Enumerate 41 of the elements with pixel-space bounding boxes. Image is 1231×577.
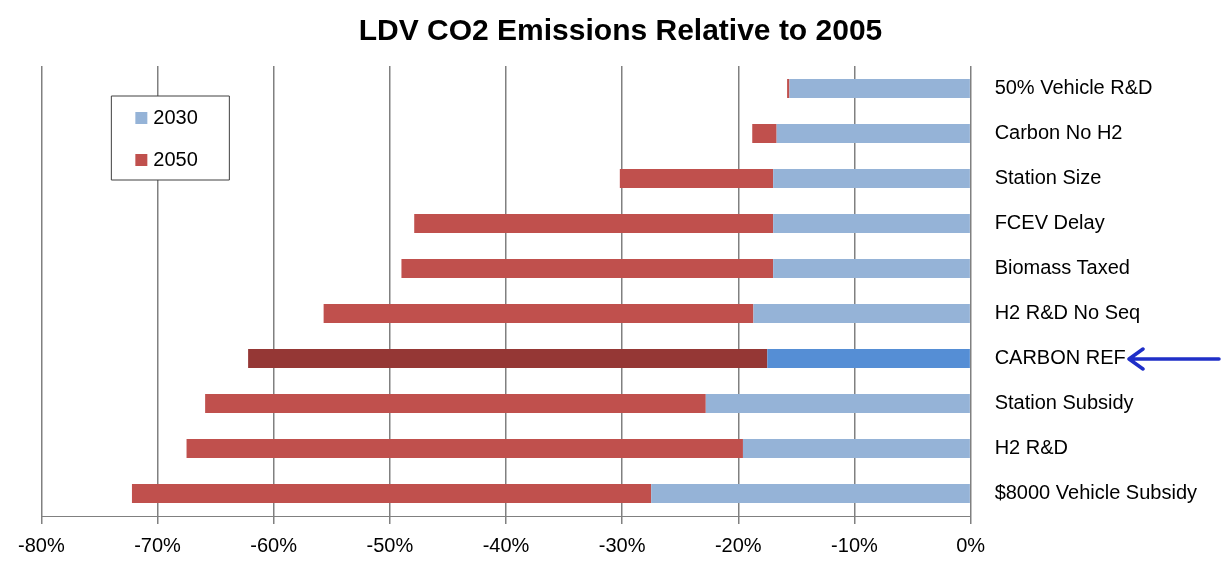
y-tick-label: Station Subsidy [994, 391, 1134, 414]
y-tick-label: Biomass Taxed [994, 256, 1130, 279]
bar [248, 349, 768, 368]
legend-label: 2050 [153, 147, 198, 170]
y-tick-label: FCEV Delay [994, 211, 1105, 234]
bar [776, 124, 970, 143]
bar [753, 304, 970, 323]
legend-label: 2030 [153, 105, 198, 128]
bar [414, 214, 774, 233]
y-tick-label: 50% Vehicle R&D [994, 76, 1153, 99]
y-tick-label: CARBON REF [994, 346, 1126, 369]
bar [401, 259, 774, 278]
chart-title: LDV CO2 Emissions Relative to 2005 [358, 13, 883, 47]
bar [742, 439, 970, 458]
x-tick-label: -30% [598, 533, 646, 556]
bar [205, 394, 706, 413]
x-tick-label: -60% [250, 533, 298, 556]
y-tick-label: Station Size [994, 166, 1102, 189]
bar [767, 349, 970, 368]
bar [651, 484, 970, 503]
y-tick-label: Carbon No H2 [994, 121, 1123, 144]
bar [186, 439, 743, 458]
x-tick-label: -80% [17, 533, 65, 556]
bar [705, 394, 970, 413]
bar [789, 79, 970, 98]
bar [773, 259, 970, 278]
x-tick-label: -70% [134, 533, 182, 556]
x-tick-label: 0% [956, 533, 986, 556]
x-tick-label: -40% [482, 533, 530, 556]
bar [773, 214, 970, 233]
bar [619, 169, 774, 188]
bar [773, 169, 970, 188]
y-tick-label: H2 R&D No Seq [994, 301, 1141, 324]
bar [131, 484, 652, 503]
y-tick-label: $8000 Vehicle Subsidy [994, 481, 1197, 504]
x-tick-label: -50% [366, 533, 414, 556]
x-tick-label: -20% [714, 533, 762, 556]
x-tick-label: -10% [831, 533, 879, 556]
bar [323, 304, 754, 323]
y-tick-label: H2 R&D [994, 436, 1068, 459]
bar [752, 124, 777, 143]
